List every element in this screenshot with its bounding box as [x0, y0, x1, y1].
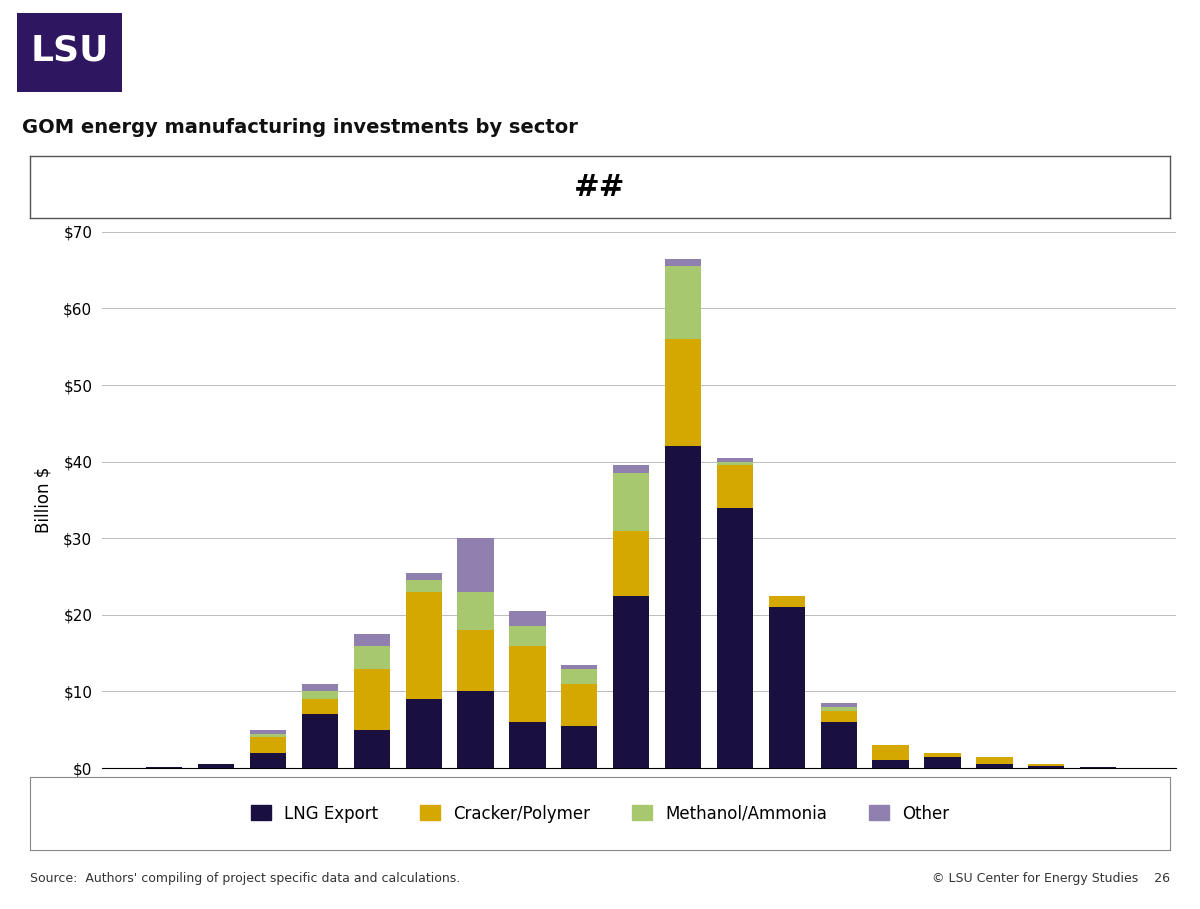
- Bar: [457, 538, 493, 592]
- Bar: [562, 726, 598, 768]
- Bar: [301, 714, 338, 768]
- Bar: [821, 711, 857, 722]
- Text: LSU: LSU: [30, 33, 109, 67]
- Bar: [301, 684, 338, 692]
- Bar: [872, 745, 908, 761]
- Bar: [716, 507, 754, 768]
- Text: Source:  Authors' compiling of project specific data and calculations.: Source: Authors' compiling of project sp…: [30, 872, 461, 884]
- Bar: [457, 630, 493, 692]
- Bar: [872, 761, 908, 768]
- Bar: [977, 764, 1013, 768]
- Bar: [509, 626, 546, 645]
- Text: Industrial/Export Outlook: Industrial/Export Outlook: [766, 36, 1182, 65]
- Bar: [562, 664, 598, 668]
- Bar: [613, 531, 649, 595]
- Text: Center for Energy Studies: Center for Energy Studies: [156, 38, 502, 62]
- Bar: [613, 473, 649, 531]
- Bar: [457, 692, 493, 768]
- Bar: [769, 607, 805, 768]
- Legend: LNG Export, Cracker/Polymer, Methanol/Ammonia, Other: LNG Export, Cracker/Polymer, Methanol/Am…: [242, 796, 958, 831]
- Bar: [821, 707, 857, 711]
- Bar: [250, 730, 286, 734]
- Bar: [665, 339, 701, 446]
- Bar: [716, 458, 754, 462]
- Bar: [354, 645, 390, 668]
- Y-axis label: Billion $: Billion $: [34, 466, 52, 534]
- Bar: [1028, 765, 1064, 768]
- Bar: [1028, 764, 1064, 765]
- Bar: [613, 595, 649, 768]
- FancyBboxPatch shape: [17, 13, 122, 92]
- Bar: [769, 595, 805, 607]
- Bar: [406, 699, 442, 768]
- Bar: [250, 753, 286, 768]
- Bar: [924, 756, 961, 768]
- Bar: [406, 580, 442, 592]
- Bar: [406, 592, 442, 699]
- Bar: [457, 592, 493, 630]
- Bar: [562, 668, 598, 684]
- Bar: [406, 573, 442, 580]
- Bar: [250, 734, 286, 737]
- Bar: [665, 259, 701, 266]
- Bar: [509, 611, 546, 626]
- Text: © LSU Center for Energy Studies    26: © LSU Center for Energy Studies 26: [932, 872, 1170, 884]
- Bar: [301, 692, 338, 699]
- Bar: [250, 737, 286, 753]
- Bar: [509, 645, 546, 722]
- Bar: [977, 756, 1013, 764]
- Bar: [354, 634, 390, 645]
- Bar: [716, 462, 754, 465]
- Bar: [924, 753, 961, 756]
- Bar: [821, 703, 857, 707]
- Bar: [301, 699, 338, 714]
- Bar: [716, 465, 754, 507]
- Bar: [354, 668, 390, 730]
- Bar: [354, 730, 390, 768]
- Bar: [665, 266, 701, 339]
- Bar: [665, 446, 701, 768]
- Bar: [509, 722, 546, 768]
- FancyBboxPatch shape: [14, 11, 128, 95]
- Bar: [821, 722, 857, 768]
- Text: GOM energy manufacturing investments by sector: GOM energy manufacturing investments by …: [22, 118, 577, 136]
- Bar: [562, 684, 598, 726]
- Bar: [198, 764, 234, 768]
- Text: ##: ##: [575, 173, 625, 202]
- Bar: [613, 465, 649, 473]
